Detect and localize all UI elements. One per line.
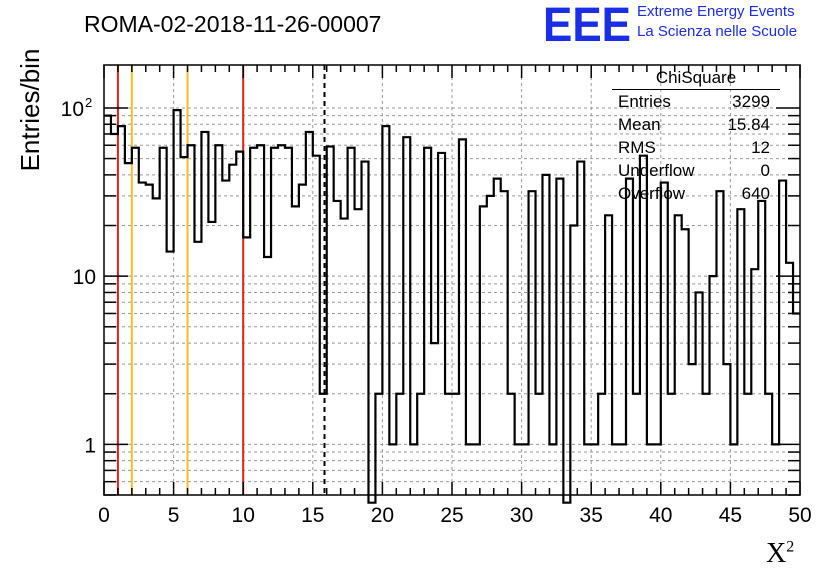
stats-divider: [612, 89, 780, 90]
stats-row-underflow: Underflow 0: [618, 161, 770, 183]
y-tick-label: 10: [73, 266, 96, 289]
x-tick-label: 50: [788, 504, 811, 527]
stats-value: 0: [760, 161, 770, 180]
x-tick-label: 20: [371, 504, 394, 527]
stats-value: 15.84: [727, 115, 770, 134]
stats-row-entries: Entries 3299: [618, 92, 770, 114]
stats-key: RMS: [618, 138, 656, 157]
stats-value: 12: [751, 138, 770, 157]
histogram-outline: [104, 109, 800, 504]
x-tick-label: 10: [232, 504, 255, 527]
y-tick-label-exponent: 2: [85, 95, 92, 110]
x-tick-label: 30: [510, 504, 533, 527]
logo-mark-text: EEE: [543, 0, 631, 44]
stats-row-rms: RMS 12: [618, 138, 770, 160]
stats-row-mean: Mean 15.84: [618, 115, 770, 137]
stats-value: 640: [741, 184, 770, 203]
stats-key: Underflow: [618, 161, 695, 180]
logo-line-2: La Scienza nelle Scuole: [637, 23, 798, 40]
run-title: ROMA-02-2018-11-26-00007: [84, 11, 382, 37]
stats-value: 3299: [732, 92, 770, 111]
x-tick-label: 25: [440, 504, 463, 527]
x-axis-label-base: X: [766, 538, 787, 569]
logo-line-1: Extreme Energy Events: [637, 3, 795, 20]
x-tick-label: 35: [580, 504, 603, 527]
reference-lines: [116, 65, 326, 495]
stats-key: Overflow: [618, 184, 686, 203]
y-tick-label: 10: [61, 98, 84, 121]
y-tick-label: 1: [84, 434, 96, 457]
x-tick-label: 40: [649, 504, 672, 527]
x-tick-label: 0: [98, 504, 110, 527]
x-tick-label: 15: [301, 504, 324, 527]
stats-title: ChiSquare: [655, 68, 737, 87]
stats-key: Entries: [618, 92, 671, 111]
axis-ticks: [103, 65, 801, 496]
grid-lines: [104, 65, 800, 495]
x-tick-label: 45: [719, 504, 742, 527]
x-axis-label: X2: [766, 538, 794, 570]
stats-box: ChiSquare Entries 3299 Mean 15.84 RMS 12…: [612, 65, 780, 205]
stats-key: Mean: [618, 115, 661, 134]
eee-logo-mark: EEE: [543, 0, 631, 44]
x-tick-label: 5: [168, 504, 180, 527]
y-axis-label: Entries/bin: [15, 48, 45, 172]
x-axis-label-sup: 2: [786, 538, 795, 556]
stats-row-overflow: Overflow 640: [618, 184, 770, 206]
